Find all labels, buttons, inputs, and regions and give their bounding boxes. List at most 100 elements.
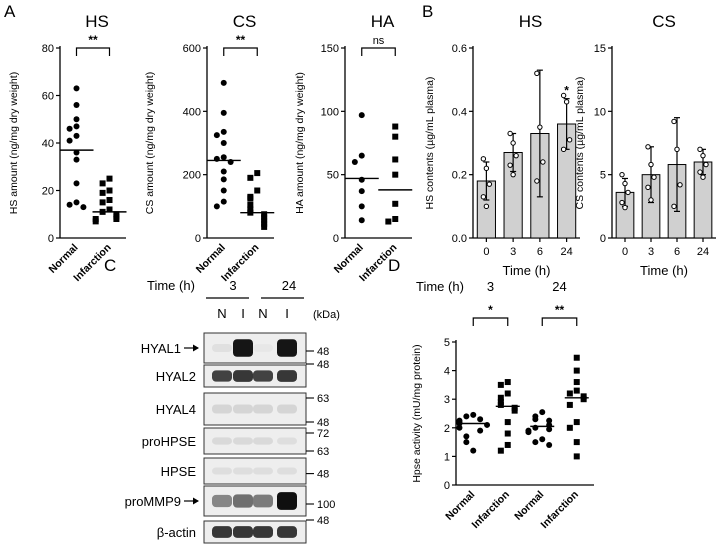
blot-row-label: HYAL1 xyxy=(141,341,181,356)
blot-band xyxy=(212,370,232,382)
data-point-square xyxy=(392,216,399,222)
data-point xyxy=(486,181,493,187)
y-tick-label: 50 xyxy=(327,170,339,182)
data-point-circle xyxy=(80,204,87,211)
data-point-circle xyxy=(525,429,532,436)
data-point xyxy=(483,165,490,172)
data-point-square xyxy=(511,407,518,414)
y-tick-label: 0 xyxy=(444,480,450,492)
data-point xyxy=(651,174,657,180)
blot-row: HYAL1 48 xyxy=(141,332,329,364)
chart-cs-contents: 0 5 10 15 CS contents (µg/mL plasma) CS 0 3 6 24 T… xyxy=(574,12,716,278)
arrow-head xyxy=(193,344,199,352)
data-point xyxy=(645,184,651,191)
data-point-circle xyxy=(73,132,80,139)
data-point-circle xyxy=(532,416,539,423)
significance-bracket xyxy=(361,47,396,56)
x-axis-label: Time (h) xyxy=(640,263,688,278)
y-tick-label: 5 xyxy=(600,170,606,182)
y-tick-label: 5 xyxy=(444,337,450,349)
data-point-circle xyxy=(546,441,553,448)
data-point-square xyxy=(573,367,580,374)
y-tick-label: 80 xyxy=(42,43,54,55)
data-point-square xyxy=(573,387,580,394)
y-tick-label: 0.4 xyxy=(452,106,467,118)
data-point-circle xyxy=(220,154,227,161)
data-point xyxy=(480,194,487,200)
kda-marker-label: 48 xyxy=(317,469,329,481)
data-point xyxy=(534,70,540,77)
data-point xyxy=(697,169,703,175)
data-point-circle xyxy=(351,159,358,165)
data-point xyxy=(540,159,546,165)
data-point-circle xyxy=(358,188,365,195)
chart-hpse-activity: 0 1 2 3 4 5 Hpse activity (mU/mg protein) Norma… xyxy=(411,279,594,531)
data-point xyxy=(622,204,628,211)
kda-label: (kDa) xyxy=(313,309,340,321)
blot-band xyxy=(212,343,232,353)
y-axis-label: CS amount (ng/mg dry weight) xyxy=(144,72,156,214)
y-tick-label: 15 xyxy=(594,43,606,55)
data-point xyxy=(510,171,516,178)
x-tick-label: 6 xyxy=(537,246,543,258)
kda-marker-label: 100 xyxy=(317,499,335,511)
time-group-label: 3 xyxy=(487,279,494,294)
y-axis-label: HS contents (µg/mL plasma) xyxy=(424,77,436,210)
data-point-square xyxy=(504,379,511,386)
data-point-circle xyxy=(220,128,227,135)
data-point-circle xyxy=(73,116,80,123)
kda-marker-label: 48 xyxy=(317,417,329,429)
data-point-square xyxy=(504,390,511,397)
y-tick-label: 0.2 xyxy=(452,170,467,182)
y-tick-label: 3 xyxy=(444,394,450,406)
x-tick-label: 0 xyxy=(483,246,489,258)
significance-bracket xyxy=(75,47,111,56)
data-point-circle xyxy=(213,203,220,210)
x-axis-label: Time (h) xyxy=(503,263,551,278)
data-point-square xyxy=(261,223,268,230)
data-point-square xyxy=(247,206,254,213)
data-point-circle xyxy=(463,413,470,420)
data-point xyxy=(566,137,573,143)
panel-letter-b: B xyxy=(422,2,433,21)
blot-band xyxy=(277,467,297,475)
lane-label: N xyxy=(258,306,267,321)
blot-row: HPSE 48 xyxy=(161,457,329,485)
panel-letter-a: A xyxy=(4,2,16,21)
blot-band xyxy=(253,344,273,352)
x-tick-label: 3 xyxy=(510,246,516,258)
data-point-square xyxy=(504,430,511,437)
blot-band xyxy=(253,467,273,475)
data-point-square xyxy=(497,401,504,408)
data-point-circle xyxy=(477,416,484,423)
data-point-circle xyxy=(73,102,80,108)
blot-band xyxy=(212,467,232,475)
data-point-square xyxy=(573,379,580,386)
y-tick-label: 40 xyxy=(42,138,54,150)
data-point-square xyxy=(106,197,113,203)
data-point xyxy=(534,178,540,184)
blot-band xyxy=(233,339,253,357)
data-point xyxy=(622,180,628,187)
significance-bracket xyxy=(472,317,509,326)
data-point-circle xyxy=(456,424,463,431)
data-point-square xyxy=(254,187,261,194)
data-point-square xyxy=(99,189,106,196)
y-tick-label: 150 xyxy=(321,43,339,55)
x-tick-label: 0 xyxy=(622,246,628,258)
data-point-circle xyxy=(220,140,227,146)
blot-band xyxy=(233,404,253,414)
data-point-square xyxy=(106,175,113,182)
blot-band xyxy=(253,404,273,414)
data-point xyxy=(674,146,680,153)
blot-band xyxy=(212,494,232,508)
data-point-square xyxy=(261,214,268,221)
blot-row: β-actin 48 xyxy=(157,515,329,544)
blot-band xyxy=(233,467,253,475)
data-point-circle xyxy=(358,176,365,183)
y-tick-label: 600 xyxy=(183,43,201,55)
y-tick-label: 0 xyxy=(333,233,339,245)
y-tick-label: 0.0 xyxy=(452,233,467,245)
